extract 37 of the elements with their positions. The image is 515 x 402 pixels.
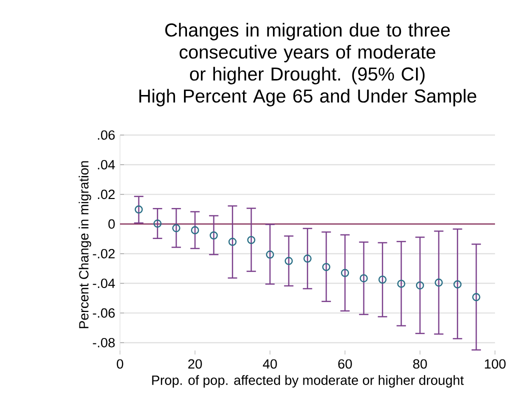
point (397, 280, 406, 288)
x-tick-label: 40 (262, 359, 277, 369)
point (172, 224, 180, 232)
y-tick-label: -.08 (92, 338, 115, 348)
point (322, 262, 330, 272)
point (284, 256, 293, 266)
y-tick-label: -.04 (92, 278, 115, 288)
point (340, 268, 350, 278)
point (434, 278, 443, 287)
x-tick-label: 100 (484, 359, 506, 369)
point (378, 276, 387, 284)
point (303, 254, 312, 263)
y-tick-label: 0 (108, 219, 115, 229)
point (228, 238, 237, 246)
point (472, 293, 480, 302)
x-axis-title: Prop. of pop. affected by moderate or higher drought (152, 375, 464, 388)
y-axis-title: Percent Change in migration (78, 161, 92, 328)
point (360, 274, 368, 282)
chart-title: Changes in migration due to three consecutive years of moderate or higher Drought. (95% CI) (165, 22, 450, 84)
point (266, 250, 274, 259)
point (153, 220, 162, 228)
point (453, 280, 462, 288)
point (190, 226, 200, 234)
x-tick-label: 0 (116, 359, 124, 369)
x-tick-label: 20 (188, 359, 202, 369)
chart-subtitle: High Percent Age 65 and Under Sample (139, 88, 476, 106)
y-tick-label: -.02 (92, 248, 115, 258)
point (210, 231, 218, 240)
x-tick-label: 60 (338, 359, 352, 369)
y-tick-label: .02 (98, 190, 115, 200)
point (247, 236, 256, 244)
y-tick-label: .04 (98, 160, 115, 170)
y-tick-label: -.06 (92, 308, 115, 318)
x-tick-label: 80 (413, 359, 427, 369)
y-tick-label: .06 (98, 130, 115, 140)
point (134, 205, 143, 214)
point (416, 281, 424, 290)
